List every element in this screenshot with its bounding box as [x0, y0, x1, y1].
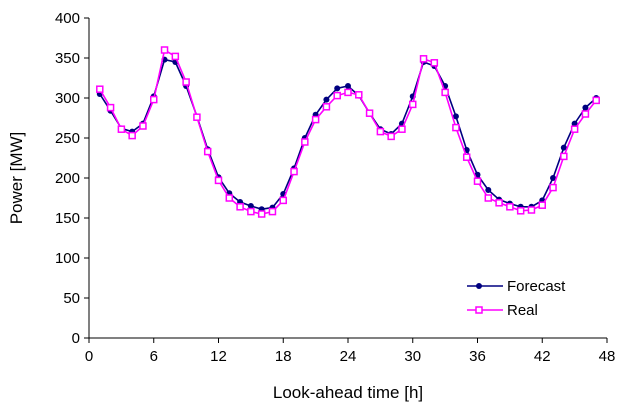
- x-tick-label: 24: [340, 348, 357, 365]
- x-tick-label: 30: [404, 348, 421, 365]
- real-point: [225, 194, 234, 202]
- y-tick-label: 150: [55, 210, 80, 227]
- real-point: [430, 59, 439, 67]
- y-tick-label: 50: [63, 290, 80, 307]
- y-tick-label: 250: [55, 130, 80, 147]
- x-axis-ticks: 0 6 12 18 24 30 36 42 48: [85, 338, 616, 365]
- real-point: [117, 125, 126, 133]
- x-tick-label: 36: [469, 348, 486, 365]
- forecast-point: [334, 85, 341, 92]
- forecast-point: [582, 104, 589, 111]
- forecast-point: [323, 96, 330, 103]
- real-point: [106, 103, 115, 112]
- real-point: [570, 125, 579, 133]
- y-tick-label: 200: [55, 170, 80, 187]
- real-point: [182, 78, 190, 86]
- real-point: [549, 183, 557, 192]
- real-point: [344, 88, 352, 97]
- real-point: [452, 123, 460, 132]
- x-tick-label: 48: [599, 348, 616, 365]
- real-point: [171, 52, 180, 61]
- y-tick-label: 100: [55, 250, 80, 267]
- real-point: [214, 176, 223, 185]
- real-point: [290, 167, 298, 176]
- real-point: [506, 203, 514, 211]
- legend-label: Real: [507, 302, 538, 319]
- real-point: [581, 110, 590, 118]
- forecast-point: [571, 120, 578, 127]
- y-tick-label: 300: [55, 90, 80, 107]
- forecast-line: [99, 58, 597, 211]
- real-point: [419, 55, 428, 63]
- real-point: [301, 138, 309, 146]
- real-point: [203, 147, 212, 156]
- x-tick-label: 0: [85, 348, 93, 365]
- forecast-point: [452, 113, 459, 120]
- real-series: [96, 46, 600, 218]
- real-point: [462, 153, 471, 161]
- real-point: [355, 91, 363, 99]
- x-tick-label: 12: [210, 348, 227, 365]
- real-point: [538, 201, 546, 209]
- legend-label: Forecast: [507, 278, 566, 295]
- real-point: [96, 85, 104, 93]
- real-point: [279, 196, 287, 205]
- real-point: [376, 127, 385, 136]
- real-point: [139, 122, 147, 130]
- real-point: [236, 203, 244, 211]
- real-point: [128, 131, 136, 140]
- y-axis-ticks: 0 50 100 150 200 250 300 350 400: [55, 10, 89, 347]
- real-point: [257, 210, 266, 218]
- real-point: [333, 91, 341, 100]
- real-point: [473, 177, 482, 185]
- real-point: [247, 207, 255, 216]
- x-axis-title: Look-ahead time [h]: [273, 383, 423, 402]
- forecast-point: [247, 203, 254, 209]
- y-tick-label: 400: [55, 10, 80, 27]
- real-point: [322, 103, 331, 111]
- real-point: [311, 115, 320, 124]
- forecast-point: [550, 175, 557, 181]
- x-tick-label: 6: [150, 348, 158, 365]
- real-point: [387, 132, 395, 141]
- real-point: [268, 207, 277, 216]
- real-point: [592, 96, 600, 105]
- y-tick-label: 350: [55, 50, 80, 67]
- real-point: [484, 194, 493, 202]
- real-point: [398, 125, 406, 133]
- real-point: [193, 113, 201, 121]
- legend-item-forecast: Forecast: [467, 278, 566, 295]
- forecast-point: [345, 83, 351, 89]
- real-point: [150, 95, 158, 104]
- forecast-point: [560, 144, 567, 151]
- real-point: [160, 46, 169, 54]
- y-tick-label: 0: [72, 330, 80, 347]
- real-point: [365, 109, 374, 117]
- real-point: [495, 199, 503, 207]
- forecast-point: [485, 187, 492, 193]
- series-layer: [96, 46, 600, 218]
- legend: Forecast Real: [467, 278, 566, 319]
- real-point: [516, 207, 525, 215]
- real-point: [527, 206, 536, 214]
- legend-swatch-marker: [476, 283, 482, 289]
- real-point: [560, 152, 568, 161]
- real-point: [409, 100, 417, 109]
- legend-swatch-marker: [475, 306, 483, 314]
- forecast-series: [96, 56, 600, 213]
- y-axis-title: Power [MW]: [7, 132, 26, 225]
- real-point: [441, 88, 449, 97]
- x-tick-label: 42: [534, 348, 551, 365]
- legend-item-real: Real: [467, 302, 538, 319]
- real-line: [99, 48, 597, 215]
- x-tick-label: 18: [275, 348, 292, 365]
